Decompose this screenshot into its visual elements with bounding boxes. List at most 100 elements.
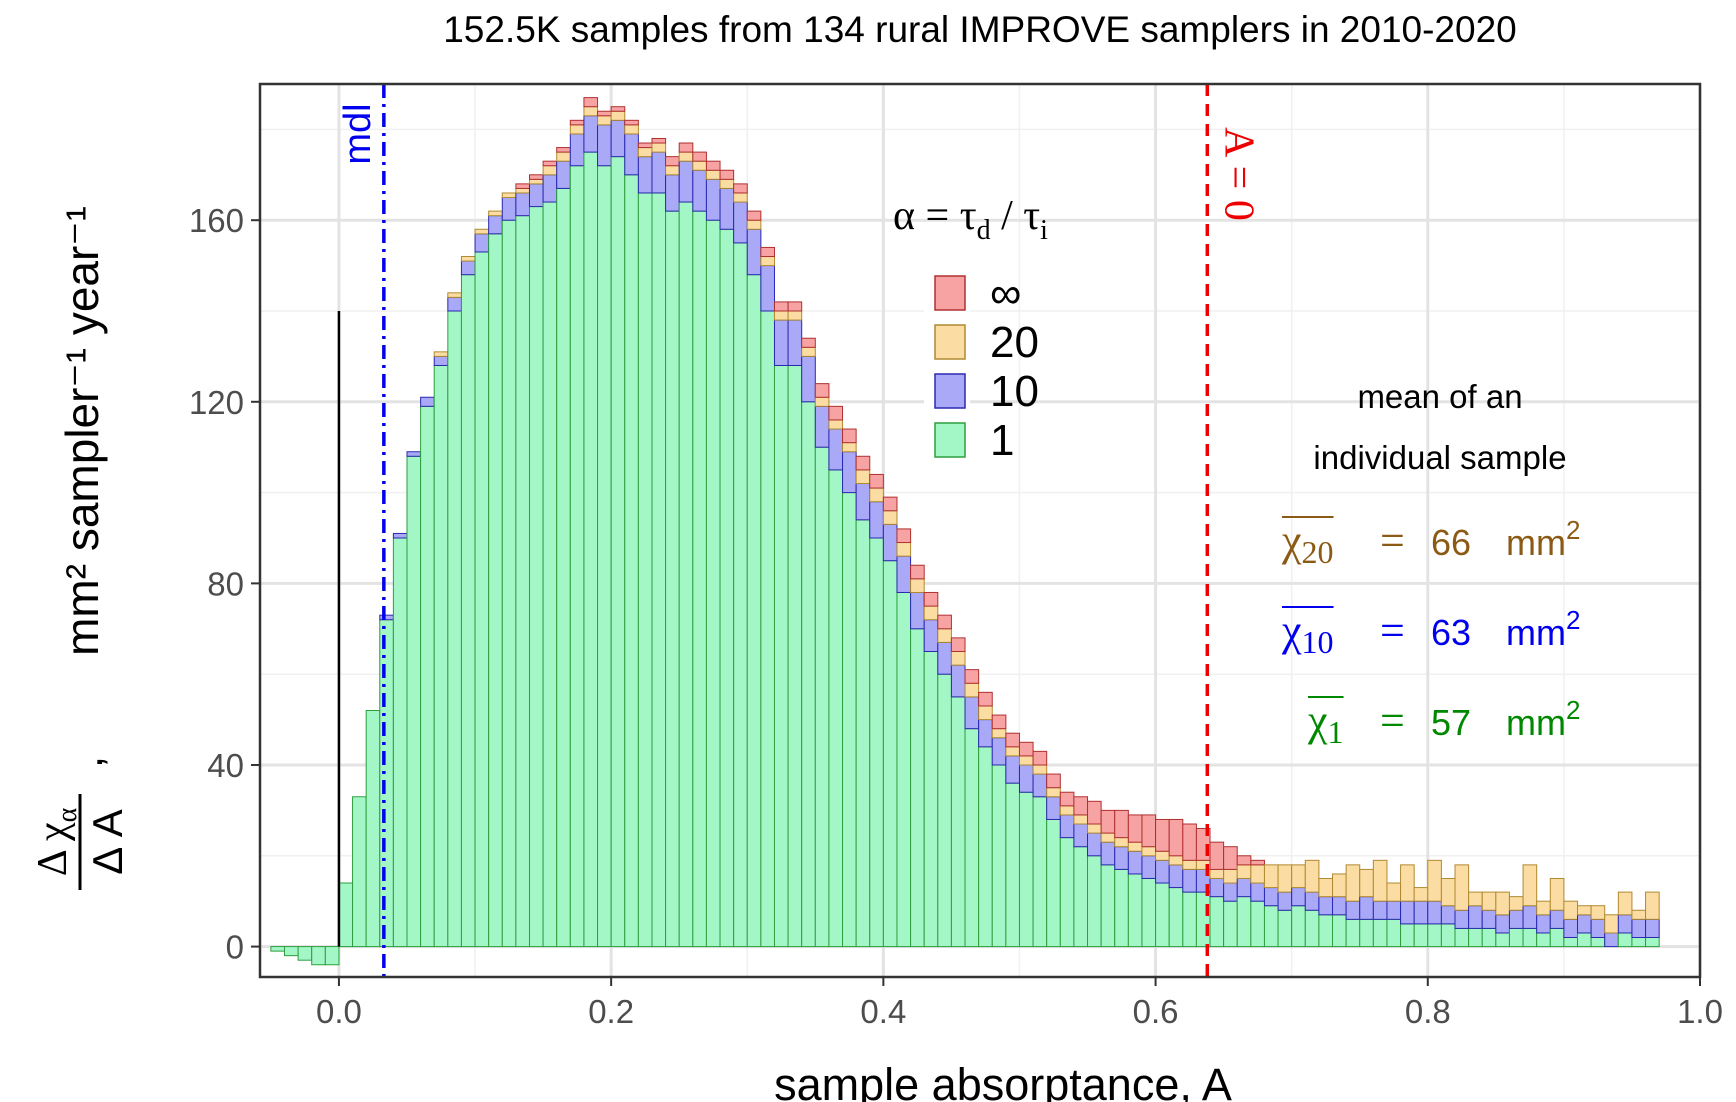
bar-segment	[1372, 918, 1388, 948]
bar-segment	[923, 605, 939, 621]
bar-segment	[1005, 782, 1020, 948]
bar-segment	[801, 355, 816, 403]
bar-segment	[515, 187, 530, 194]
bar-segment	[1617, 932, 1633, 948]
bar-segment	[1304, 859, 1320, 893]
bar-segment	[1155, 818, 1170, 852]
legend-label: 1	[990, 416, 1014, 465]
y-tick-label: 0	[226, 929, 244, 966]
bar-segment	[842, 428, 857, 444]
bar-segment	[597, 165, 612, 948]
bar-segment	[610, 106, 626, 112]
bar-segment	[1617, 891, 1633, 916]
bar-segment	[1209, 877, 1225, 898]
bar-segment	[1223, 868, 1238, 884]
bar-segment	[869, 501, 884, 539]
bar-segment	[501, 219, 517, 948]
legend-label: 20	[990, 318, 1039, 367]
bar-segment	[1073, 814, 1089, 825]
bar-segment	[406, 455, 422, 948]
bar-segment	[1168, 887, 1184, 948]
bar-segment	[991, 728, 1007, 739]
bar-segment	[637, 142, 653, 149]
bar-segment	[637, 192, 653, 948]
legend-title-part: / τ	[991, 193, 1041, 239]
bar-segment	[692, 169, 707, 212]
bar-segment	[1087, 800, 1102, 825]
bar-segment	[882, 523, 898, 562]
bar-segment	[447, 310, 462, 948]
bar-segment	[460, 260, 476, 276]
bar-segment	[1454, 909, 1470, 929]
bar-segment	[1127, 841, 1143, 852]
mean-symbol: χ1	[1307, 696, 1344, 750]
bar-segment	[474, 233, 490, 253]
legend-label: 10	[990, 367, 1039, 416]
bar-segment	[855, 519, 871, 948]
bar-segment	[978, 746, 993, 948]
bar-segment	[624, 119, 639, 126]
bar-segment	[1168, 855, 1184, 866]
bar-segment	[1318, 896, 1334, 916]
bar-segment	[1577, 905, 1592, 916]
mean-unit-base: mm	[1506, 522, 1566, 563]
bar-segment	[1549, 877, 1565, 911]
bar-segment	[528, 183, 544, 208]
bar-segment	[991, 737, 1007, 766]
legend-title-part: α = τ	[893, 193, 977, 239]
bar-segment	[1549, 909, 1565, 929]
bar-segment	[1481, 909, 1497, 929]
bar-segment	[692, 160, 707, 171]
bar-segment	[964, 682, 980, 698]
bar-segment	[719, 228, 735, 948]
bar-segment	[1141, 814, 1157, 848]
bar-segment	[1440, 905, 1456, 925]
bar-segment	[365, 710, 381, 948]
mean-unit: mm2	[1506, 695, 1580, 743]
bar-segment	[896, 591, 912, 948]
mean-value: 66	[1431, 522, 1471, 563]
bar-segment	[869, 487, 884, 503]
bar-segment	[515, 192, 530, 217]
bar-segment	[1604, 932, 1619, 948]
bar-segment	[801, 346, 816, 357]
bar-segment	[420, 396, 435, 407]
bar-segment	[814, 396, 830, 407]
bar-segment	[1645, 918, 1660, 939]
bar-segment	[896, 542, 912, 557]
bar-segment	[1563, 918, 1579, 939]
bar-segment	[773, 364, 789, 948]
legend-key	[934, 373, 966, 409]
bar-segment	[1087, 855, 1102, 948]
mean-unit-sup: 2	[1566, 695, 1580, 725]
bar-segment	[1100, 809, 1116, 834]
bar-segment	[950, 650, 966, 666]
bar-segment	[665, 165, 680, 176]
bar-segment	[1631, 937, 1647, 948]
bar-segment	[1223, 846, 1238, 870]
bar-segment	[1005, 732, 1020, 748]
bar-segment	[937, 628, 952, 643]
bar-segment	[610, 119, 626, 158]
bar-segment	[1127, 850, 1143, 875]
bar-segment	[1155, 859, 1170, 884]
bar-segment	[1046, 818, 1061, 948]
bar-segment	[515, 183, 530, 189]
fraction-comma: ,	[63, 756, 112, 768]
mean-symbol-char: χ	[1307, 696, 1328, 745]
bar-segment	[1032, 750, 1048, 766]
bar-segment	[896, 555, 912, 593]
bar-segment	[556, 160, 571, 189]
bar-segment	[1481, 891, 1497, 911]
bar-segment	[882, 496, 898, 512]
bar-segment	[651, 151, 667, 194]
bar-segment	[1590, 905, 1606, 920]
numerator: Δ χ	[30, 822, 76, 876]
legend-title-part: d	[977, 215, 991, 246]
bar-segment	[828, 419, 844, 430]
y-axis-label: mm² sampler⁻¹ year⁻¹	[56, 206, 108, 656]
bar-segment	[760, 246, 775, 258]
bar-segment	[869, 473, 884, 489]
bar-segment	[746, 228, 762, 276]
